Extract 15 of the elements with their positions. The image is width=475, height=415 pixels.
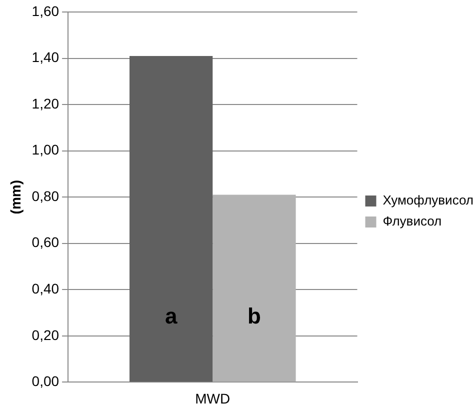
y-axis-title: (mm): [7, 180, 24, 214]
annotation: b: [247, 303, 261, 328]
x-tick-label: MWD: [195, 390, 230, 406]
y-tick-label: 1,60: [32, 2, 60, 19]
y-tick-label: 0,60: [32, 234, 60, 250]
y-tick-label: 0,40: [32, 280, 60, 297]
annotation: a: [164, 303, 178, 328]
y-tick-label: 0,80: [32, 188, 60, 204]
y-tick-label: 0,20: [32, 326, 60, 343]
y-tick-label: 1,40: [32, 49, 60, 66]
y-tick-label: 0,00: [32, 373, 60, 390]
legend-label: Флувисол: [382, 214, 442, 229]
legend-label: Хумофлувисол: [382, 192, 474, 208]
y-tick-label: 1,00: [32, 142, 60, 158]
y-tick-label: 1,20: [32, 95, 60, 112]
